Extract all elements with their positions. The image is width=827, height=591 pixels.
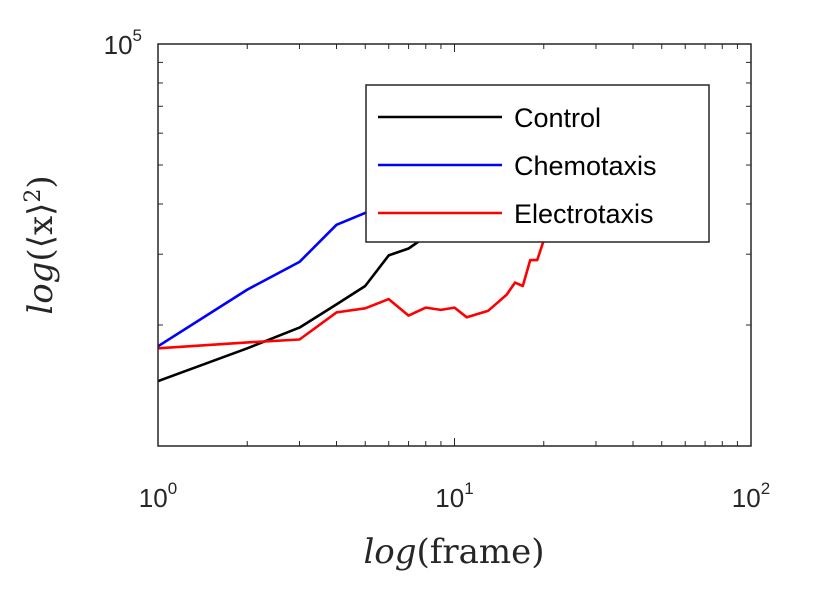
- y-axis-label-close: ): [21, 175, 61, 188]
- x-tick-label: 101: [435, 479, 473, 513]
- y-axis-label-fn: log: [21, 262, 61, 315]
- ticks-layer: [157, 43, 751, 446]
- plot-frame: [157, 43, 752, 447]
- x-tick-label: 100: [139, 479, 177, 513]
- legend: Control Chemotaxis Electrotaxis: [365, 84, 710, 243]
- y-tick-label: 105: [104, 26, 142, 60]
- legend-item-electrotaxis: Electrotaxis: [378, 199, 654, 229]
- legend-label: Electrotaxis: [514, 199, 654, 229]
- legend-label: Chemotaxis: [514, 151, 657, 181]
- legend-label: Control: [514, 103, 601, 133]
- y-axis-label: log(⟨x⟩2): [21, 175, 62, 314]
- tick-labels: 100 101 102 105: [104, 26, 771, 513]
- x-tick-label: 102: [732, 479, 770, 513]
- x-axis-label-arg: (frame): [417, 532, 545, 572]
- y-axis-label-sup: 2: [21, 189, 46, 203]
- y-axis-label-arg: (⟨x⟩: [21, 203, 61, 262]
- legend-box: [365, 84, 710, 243]
- x-axis-label: log(frame): [363, 532, 544, 572]
- legend-item-control: Control: [378, 103, 601, 133]
- series-line-electrotaxis: [158, 212, 563, 350]
- x-axis-label-fn: log: [363, 532, 416, 572]
- legend-item-chemotaxis: Chemotaxis: [378, 151, 657, 181]
